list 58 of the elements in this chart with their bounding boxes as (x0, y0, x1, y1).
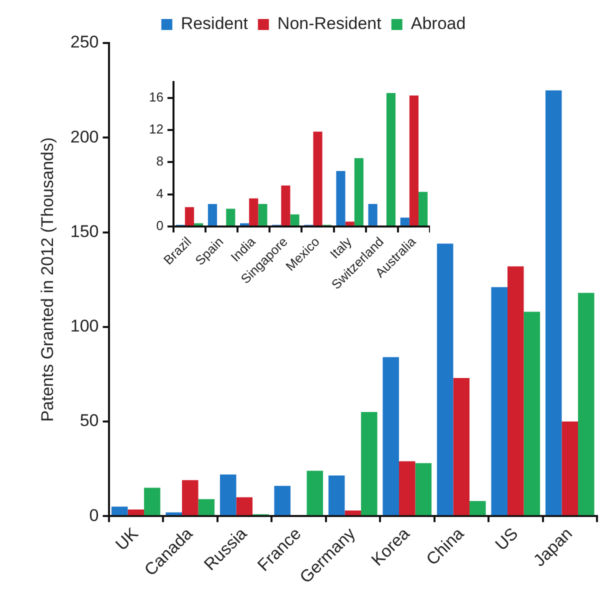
bar (400, 218, 410, 226)
y-tick-label: 100 (70, 316, 99, 336)
legend-label: Resident (180, 14, 248, 34)
bar (111, 506, 128, 516)
bar (507, 266, 524, 516)
bar (409, 95, 419, 226)
x-tick-label: US (492, 524, 522, 554)
x-tick-label: UK (112, 524, 142, 554)
y-tick-label: 0 (156, 218, 164, 234)
bar (128, 510, 144, 516)
bar (290, 214, 300, 226)
bar (166, 512, 182, 516)
bar (398, 461, 416, 516)
bar (281, 185, 290, 226)
bar (415, 463, 432, 516)
y-tick-label: 200 (70, 127, 99, 146)
bar (258, 204, 268, 226)
bar (545, 90, 562, 516)
bar (184, 207, 194, 226)
bar (220, 474, 236, 516)
bar (313, 132, 322, 226)
bar (524, 312, 540, 516)
legend-label: Abroad (410, 14, 466, 34)
bar (198, 499, 215, 516)
y-tick-label: 12 (148, 122, 164, 137)
bar (226, 208, 236, 226)
bar (491, 287, 508, 516)
bar (354, 158, 364, 226)
bar (306, 470, 324, 516)
legend-label: Non-Resident (277, 14, 382, 34)
y-tick-label: 0 (89, 506, 99, 525)
bar (344, 510, 362, 516)
bar (436, 244, 454, 516)
bar (236, 497, 253, 516)
bar (328, 475, 345, 516)
y-tick-label: 150 (70, 222, 99, 241)
y-tick-label: 16 (148, 89, 164, 104)
y-tick-label: 8 (156, 154, 164, 169)
bar (453, 378, 470, 516)
bar (274, 486, 290, 516)
bar (382, 357, 399, 516)
bar (386, 93, 396, 226)
bar (182, 480, 198, 516)
bar (418, 192, 428, 226)
y-tick-label: 50 (80, 411, 99, 430)
bar (578, 292, 594, 516)
bar (336, 171, 346, 226)
bar (470, 501, 486, 516)
bar (562, 422, 578, 516)
bar (249, 198, 258, 226)
y-tick-label: 4 (156, 186, 164, 201)
bar (361, 412, 378, 516)
y-tick-label: 250 (70, 32, 99, 52)
bar (144, 488, 160, 516)
bar (368, 204, 378, 226)
y-axis-title: Patents Granted in 2012 (Thousands) (38, 137, 57, 422)
bar (345, 222, 354, 226)
bar (208, 204, 218, 226)
